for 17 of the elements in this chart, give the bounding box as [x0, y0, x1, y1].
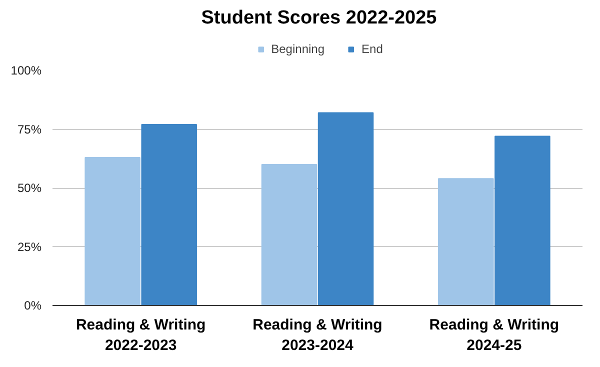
bar	[494, 136, 550, 306]
y-tick-label: 25%	[17, 240, 42, 254]
legend-label: End	[362, 42, 383, 56]
y-tick-label: 0%	[24, 298, 42, 312]
bar	[438, 178, 494, 306]
x-tick-label: Reading & Writing 2022-2023	[76, 316, 206, 354]
x-tick-label: Reading & Writing 2023-2024	[252, 316, 382, 354]
legend-label: Beginning	[271, 42, 325, 56]
x-tick-label: Reading & Writing 2024-25	[429, 316, 560, 354]
chart-title: Student Scores 2022-2025	[201, 8, 438, 28]
y-tick-label: 100%	[10, 64, 42, 78]
y-tick-label: 50%	[17, 181, 42, 195]
bar	[84, 156, 140, 306]
y-tick-label: 75%	[17, 122, 42, 136]
bar	[141, 124, 197, 306]
bar	[261, 164, 318, 306]
bar	[318, 112, 374, 306]
